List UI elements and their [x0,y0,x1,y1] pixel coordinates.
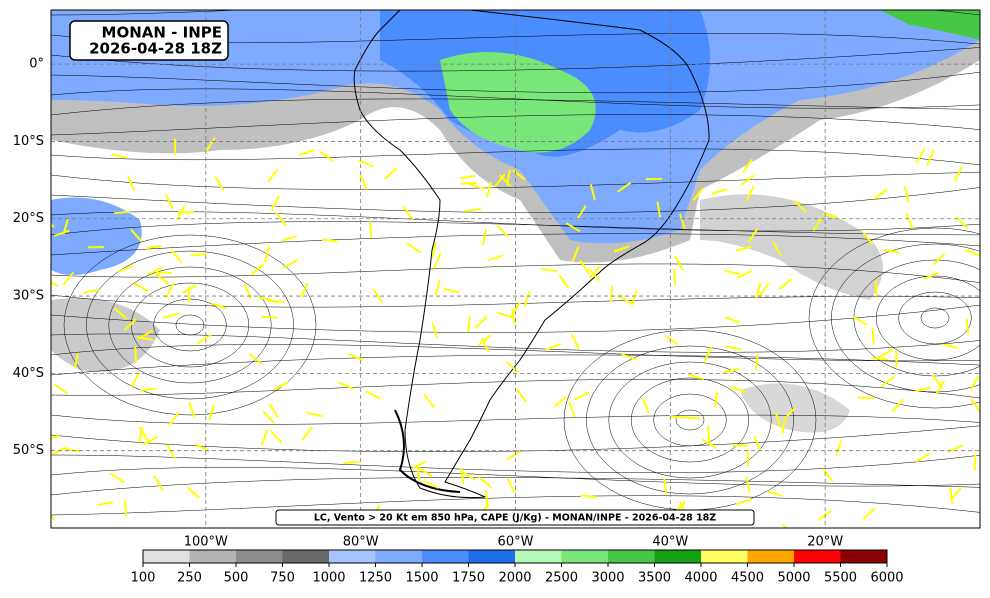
wind-vector [262,317,278,318]
colorbar-segment [748,550,795,563]
colorbar-segment [841,550,888,563]
wind-vector [684,417,700,418]
lat-label: 10°S [13,134,44,149]
colorbar-segment [701,550,748,563]
wind-vector [191,254,207,255]
colorbar-tick-label: 5000 [777,571,810,586]
colorbar-tick-label: 4500 [731,571,764,586]
colorbar-tick-label: 100 [131,571,156,586]
wind-vector [674,269,675,285]
map-field [36,0,990,535]
colorbar-segment [608,550,655,563]
lat-label: 50°S [13,443,44,458]
wind-vector [268,301,284,302]
caption: LC, Vento > 20 Kt em 850 hPa, CAPE (J/Kg… [314,513,716,524]
lon-label: 80°W [343,535,379,550]
colorbar-tick-label: 1000 [312,571,345,586]
wind-vector [36,334,51,338]
colorbar-tick-label: 6000 [870,571,903,586]
wind-vector [125,500,126,516]
colorbar-tick-label: 1750 [452,571,485,586]
lon-label: 20°W [807,535,843,550]
colorbar-tick-label: 750 [270,571,295,586]
colorbar-segment [329,550,376,563]
colorbar-segment [376,550,423,563]
colorbar-tick-label: 4000 [684,571,717,586]
wind-vector [461,183,477,184]
colorbar-segment [143,550,190,563]
colorbar-tick-label: 1500 [405,571,438,586]
colorbar: 100 250 500 750 1000 1250 1500 1750 2000 2500 3000… [131,550,904,586]
colorbar-segment [190,550,237,563]
wind-vector [135,346,136,362]
title-box: MONAN - INPE 2026-04-28 18Z [70,21,228,60]
lat-label: 0° [29,57,44,72]
lon-label: 60°W [498,535,534,550]
caption-box: LC, Vento > 20 Kt em 850 hPa, CAPE (J/Kg… [276,510,754,525]
colorbar-segment [562,550,609,563]
wind-vector [858,397,874,398]
colorbar-segment [794,550,841,563]
wind-vector [468,316,469,332]
colorbar-tick-label: 2500 [545,571,578,586]
subtitle: 2026-04-28 18Z [89,40,222,58]
lat-label: 20°S [13,211,44,226]
wind-vector [611,286,612,302]
colorbar-segment [515,550,562,563]
colorbar-segment [236,550,283,563]
lat-label: 30°S [13,289,44,304]
colorbar-tick-label: 3500 [638,571,671,586]
lon-label: 100°W [184,535,228,550]
colorbar-tick-label: 3000 [591,571,624,586]
wind-vector [708,426,709,442]
colorbar-tick-label: 1250 [359,571,392,586]
lat-label: 40°S [13,366,44,381]
colorbar-segment [422,550,469,563]
colorbar-tick-label: 250 [177,571,202,586]
wind-vector [872,328,873,344]
wind-vector [156,272,172,273]
colorbar-segment [655,550,702,563]
colorbar-tick-label: 2000 [498,571,531,586]
colorbar-segment [469,550,516,563]
lon-label: 40°W [652,535,688,550]
colorbar-segment [283,550,330,563]
colorbar-tick-label: 500 [224,571,249,586]
colorbar-tick-label: 5500 [824,571,857,586]
